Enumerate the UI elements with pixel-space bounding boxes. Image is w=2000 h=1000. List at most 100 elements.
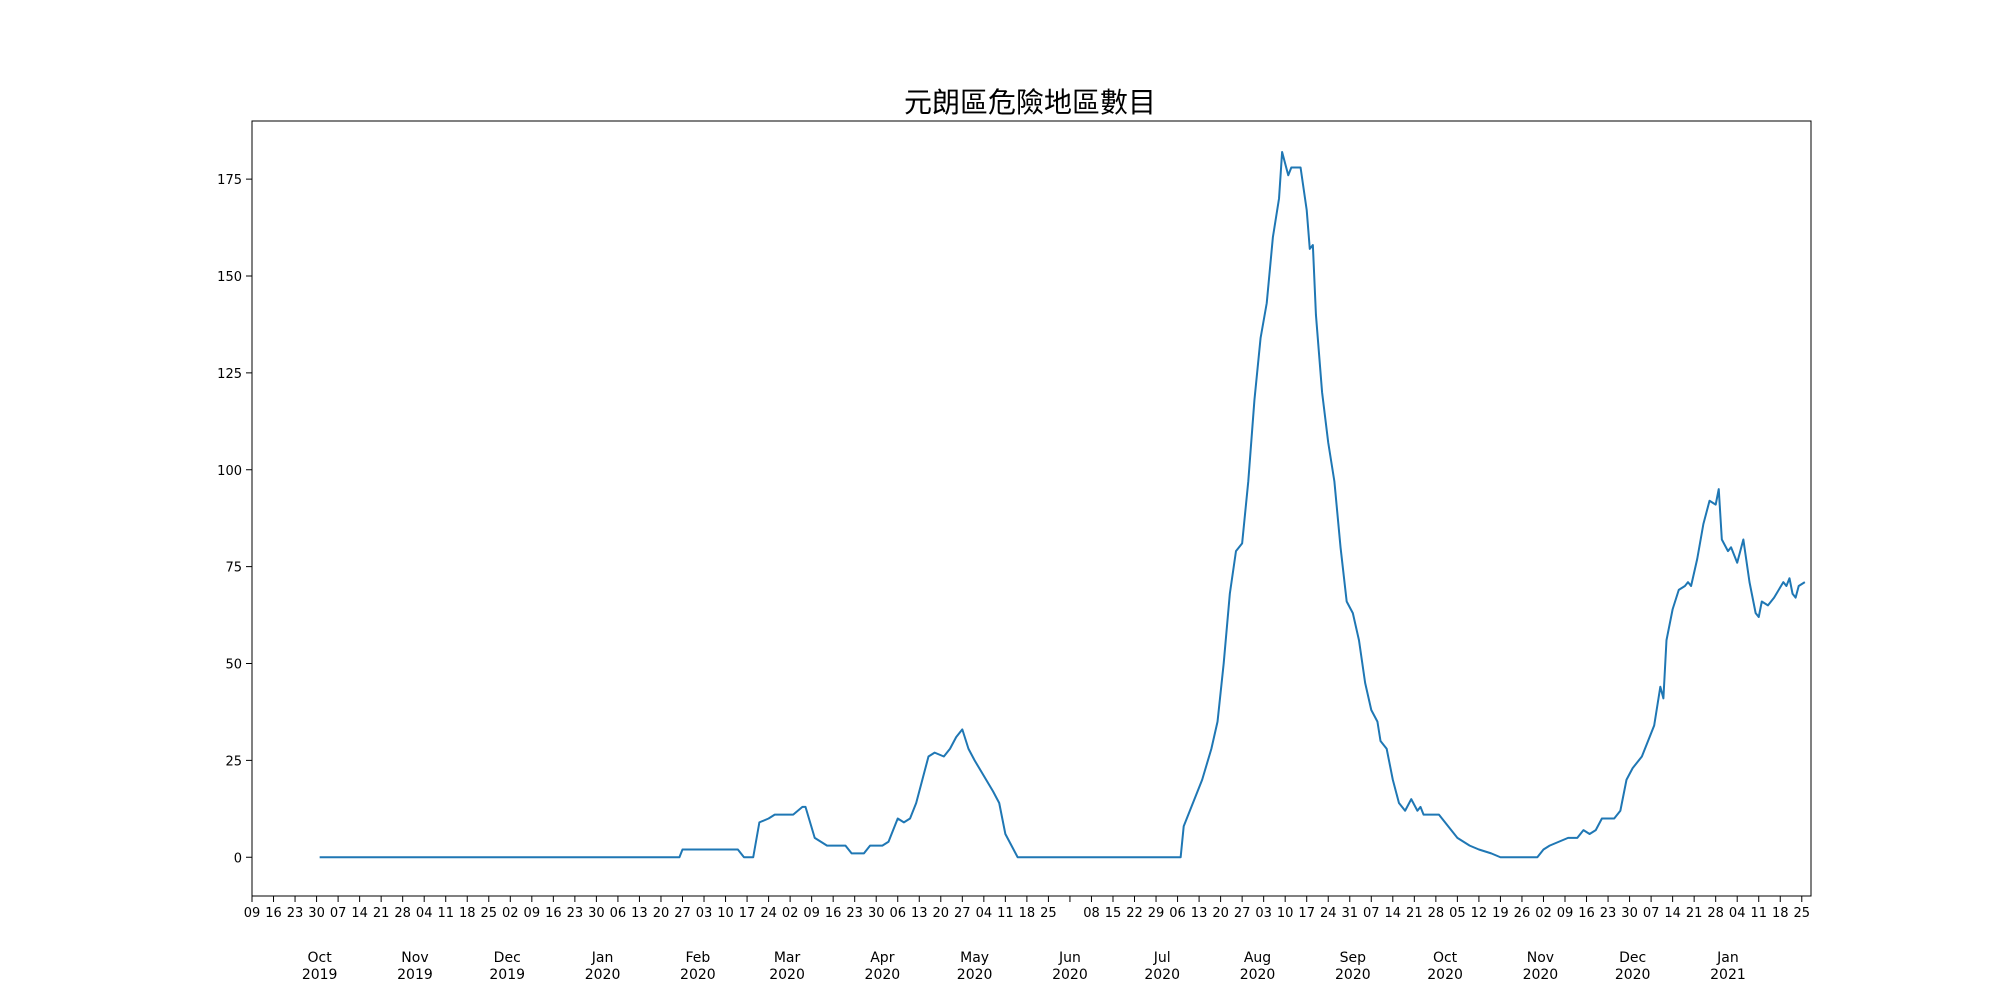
x-year-label: 2020: [1240, 967, 1276, 983]
x-tick-label: 21: [373, 906, 390, 921]
x-tick-label: 25: [1040, 906, 1057, 921]
x-tick-label: 02: [502, 906, 519, 921]
x-tick-label: 11: [1750, 906, 1767, 921]
x-tick-label: 09: [803, 906, 820, 921]
x-month-label: Aug: [1244, 950, 1271, 966]
x-year-label: 2020: [865, 967, 901, 983]
x-tick-label: 02: [782, 906, 799, 921]
x-tick-label: 03: [696, 906, 713, 921]
x-tick-label: 31: [1341, 906, 1358, 921]
x-year-label: 2020: [680, 967, 716, 983]
x-tick-label: 24: [1320, 906, 1337, 921]
x-month-label: Apr: [870, 950, 894, 966]
x-month-label: Nov: [401, 950, 428, 966]
x-tick-label: 25: [480, 906, 497, 921]
x-tick-label: 13: [911, 906, 928, 921]
x-year-label: 2020: [585, 967, 621, 983]
x-tick-label: 23: [1600, 906, 1617, 921]
x-tick-label: 28: [1428, 906, 1445, 921]
x-tick-label: 20: [653, 906, 670, 921]
x-tick-label: 04: [416, 906, 433, 921]
x-tick-label: 13: [1191, 906, 1208, 921]
x-tick-label: 07: [330, 906, 347, 921]
x-tick-label: 17: [739, 906, 756, 921]
x-tick-label: 23: [287, 906, 304, 921]
x-tick-label: 24: [760, 906, 777, 921]
x-tick-label: 22: [1126, 906, 1143, 921]
x-tick-label: 20: [1212, 906, 1229, 921]
x-month-label: Jan: [591, 950, 614, 966]
x-tick-label: 11: [997, 906, 1014, 921]
x-tick-label: 16: [1578, 906, 1595, 921]
x-tick-label: 20: [933, 906, 950, 921]
x-year-label: 2019: [489, 967, 525, 983]
x-tick-label: 18: [459, 906, 476, 921]
x-month-label: Mar: [774, 950, 801, 966]
x-tick-label: 04: [1729, 906, 1746, 921]
x-year-label: 2020: [1523, 967, 1559, 983]
x-tick-label: 21: [1686, 906, 1703, 921]
x-tick-label: 30: [1621, 906, 1638, 921]
x-tick-label: 27: [1234, 906, 1251, 921]
x-tick-label: 28: [394, 906, 411, 921]
x-month-label: Jan: [1716, 950, 1739, 966]
x-month-label: Sep: [1340, 950, 1367, 966]
x-tick-label: 14: [1664, 906, 1681, 921]
axis-layer: 0 25 50 75 100 125 150 175 09 16 23 30 07 14 21 28 04 11 1…: [217, 173, 1810, 983]
x-year-label: 2020: [1052, 967, 1088, 983]
x-tick-label: 07: [1363, 906, 1380, 921]
x-tick-label: 16: [265, 906, 282, 921]
x-tick-label: 10: [717, 906, 734, 921]
x-tick-label: 13: [631, 906, 648, 921]
x-year-label: 2019: [302, 967, 338, 983]
x-tick-label: 29: [1148, 906, 1165, 921]
x-year-label: 2020: [1144, 967, 1180, 983]
x-year-label: 2020: [957, 967, 993, 983]
x-year-label: 2019: [397, 967, 433, 983]
x-tick-label: 14: [1385, 906, 1402, 921]
y-tick-label: 175: [217, 173, 242, 188]
x-year-label: 2021: [1710, 967, 1746, 983]
x-tick-label: 25: [1794, 906, 1811, 921]
x-year-label: 2020: [1615, 967, 1651, 983]
x-month-label: May: [960, 950, 989, 966]
x-tick-label: 26: [1514, 906, 1531, 921]
x-tick-label: 18: [1772, 906, 1789, 921]
y-tick-label: 0: [234, 851, 242, 866]
x-month-label: Oct: [1433, 950, 1458, 966]
x-tick-label: 12: [1471, 906, 1488, 921]
x-tick-label: 17: [1298, 906, 1315, 921]
x-tick-label: 06: [610, 906, 627, 921]
x-tick-label: 16: [825, 906, 842, 921]
x-month-label: Jul: [1153, 950, 1171, 966]
x-tick-label: 06: [1169, 906, 1186, 921]
x-month-label: Dec: [1619, 950, 1646, 966]
plot-frame: [251, 120, 1812, 897]
x-tick-label: 27: [954, 906, 971, 921]
x-tick-label: 04: [976, 906, 993, 921]
x-tick-label: 10: [1277, 906, 1294, 921]
x-year-label: 2020: [1335, 967, 1371, 983]
y-tick-label: 100: [217, 464, 242, 479]
x-tick-label: 02: [1535, 906, 1552, 921]
x-month-label: Nov: [1527, 950, 1554, 966]
x-tick-label: 18: [1019, 906, 1036, 921]
y-tick-label: 125: [217, 367, 242, 382]
x-tick-label: 28: [1707, 906, 1724, 921]
x-month-label: Oct: [308, 950, 333, 966]
x-year-label: 2020: [1427, 967, 1463, 983]
x-month-label: Jun: [1058, 950, 1081, 966]
plot-data-layer: [319, 151, 1806, 859]
x-tick-label: 14: [351, 906, 368, 921]
x-tick-label: 05: [1449, 906, 1466, 921]
series-line-0: [319, 151, 1806, 859]
chart-title: 元朗區危險地區數目: [904, 86, 1156, 119]
x-tick-label: 23: [567, 906, 584, 921]
x-tick-label: 06: [889, 906, 906, 921]
y-tick-label: 150: [217, 270, 242, 285]
x-tick-label: 11: [437, 906, 454, 921]
x-tick-label: 19: [1492, 906, 1509, 921]
y-tick-label: 25: [225, 754, 242, 769]
x-tick-label: 30: [588, 906, 605, 921]
